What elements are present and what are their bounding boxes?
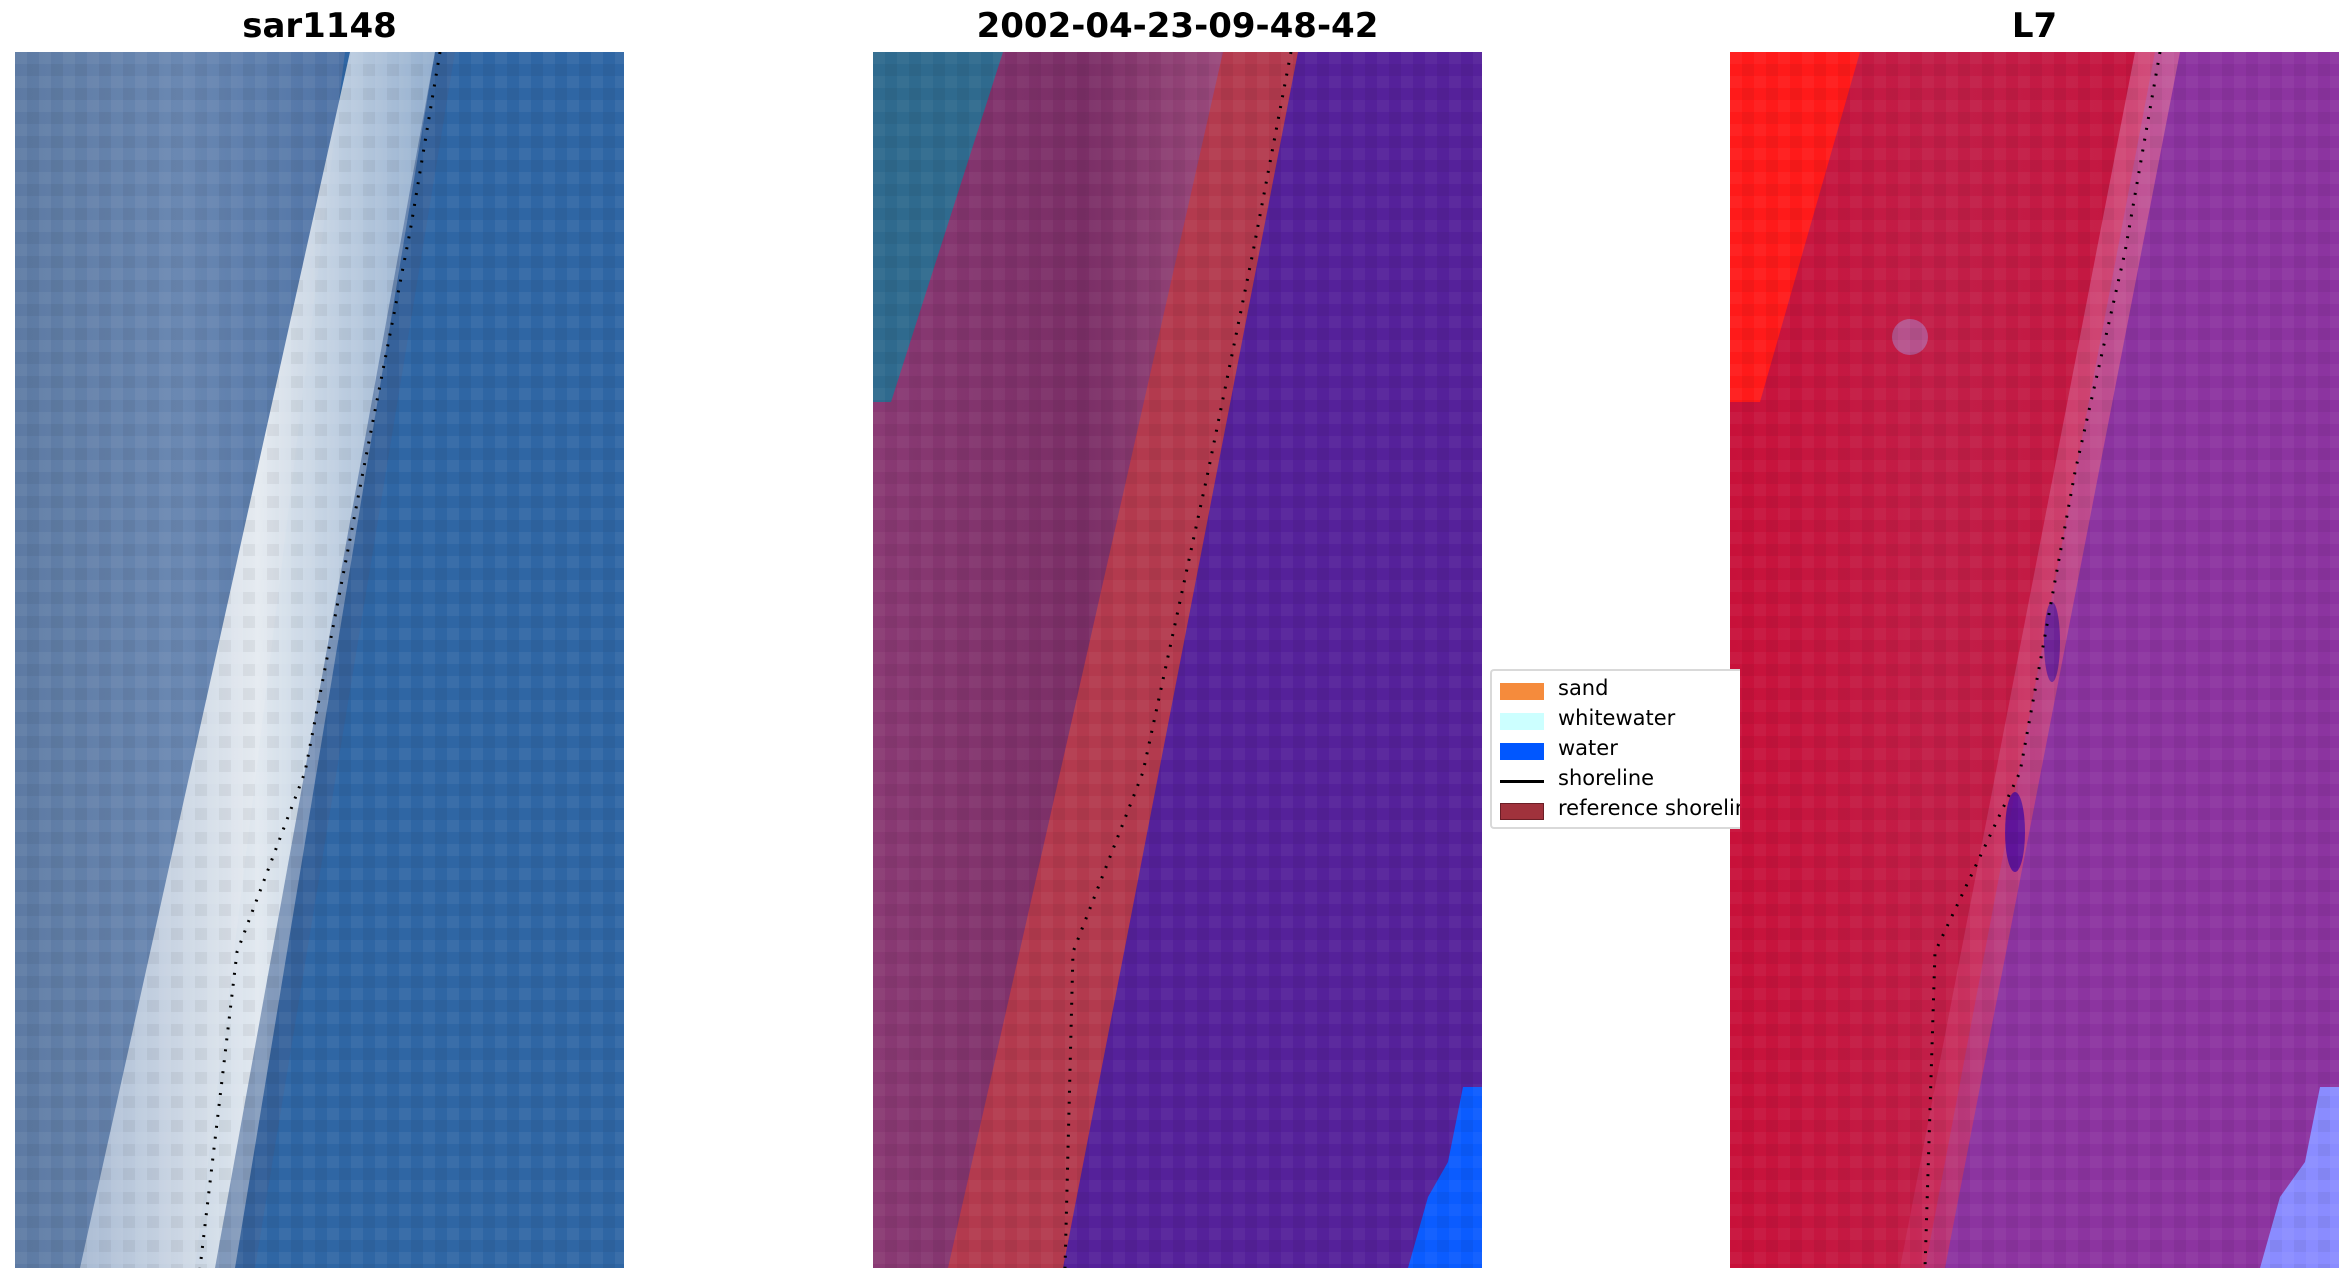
classified-shoreline-dots xyxy=(1063,52,1293,1268)
legend-label-water: water xyxy=(1558,736,1618,760)
legend-item-reference-shoreline: reference shoreline xyxy=(1492,795,1740,825)
panel-classified-image xyxy=(873,52,1482,1268)
legend-label-sand: sand xyxy=(1558,676,1609,700)
panel-rgb-image xyxy=(15,52,624,1268)
false-color-image-svg xyxy=(1730,52,2339,1268)
panel-false-color-image xyxy=(1730,52,2339,1268)
shoreline-line-swatch xyxy=(1500,780,1544,783)
legend: sand whitewater water shoreline referenc… xyxy=(1490,669,1740,829)
reference-shoreline-swatch xyxy=(1500,803,1544,820)
water-swatch xyxy=(1500,743,1544,760)
legend-label-shoreline: shoreline xyxy=(1558,766,1655,790)
whitewater-swatch xyxy=(1500,713,1544,730)
sand-swatch xyxy=(1500,683,1544,700)
legend-item-shoreline: shoreline xyxy=(1492,765,1740,795)
panel-title-false-color: L7 xyxy=(2011,6,2058,46)
panel-title-rgb: sar1148 xyxy=(242,6,397,46)
legend-item-sand: sand xyxy=(1492,675,1740,705)
legend-label-reference-shoreline: reference shoreline xyxy=(1558,796,1740,820)
legend-item-water: water xyxy=(1492,735,1740,765)
legend-label-whitewater: whitewater xyxy=(1558,706,1676,730)
legend-item-whitewater: whitewater xyxy=(1492,705,1740,735)
panel-title-classified: 2002-04-23-09-48-42 xyxy=(976,6,1379,46)
rgb-image-svg xyxy=(15,52,624,1268)
classified-image-svg xyxy=(873,52,1482,1268)
